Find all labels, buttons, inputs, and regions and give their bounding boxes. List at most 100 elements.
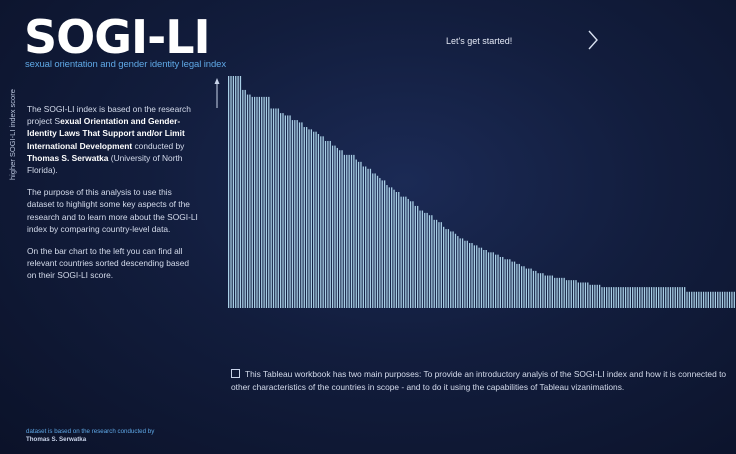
country-bar[interactable]	[603, 287, 605, 308]
country-bar[interactable]	[726, 291, 728, 308]
country-bar[interactable]	[525, 268, 528, 308]
country-bar[interactable]	[480, 247, 483, 308]
country-bar[interactable]	[606, 287, 608, 308]
country-bar[interactable]	[542, 273, 544, 308]
country-bar[interactable]	[362, 166, 364, 308]
country-bar[interactable]	[516, 263, 518, 308]
country-bar[interactable]	[556, 277, 558, 308]
country-bar[interactable]	[688, 291, 691, 308]
country-bar[interactable]	[298, 122, 301, 308]
country-bar[interactable]	[601, 287, 603, 308]
country-bar[interactable]	[282, 113, 284, 308]
country-bar[interactable]	[303, 127, 305, 308]
country-bar[interactable]	[329, 140, 331, 308]
country-bar[interactable]	[672, 287, 674, 308]
country-bar[interactable]	[414, 205, 416, 308]
country-bar[interactable]	[615, 287, 617, 308]
country-bar[interactable]	[289, 115, 291, 308]
country-bar[interactable]	[265, 96, 268, 308]
country-bar[interactable]	[570, 280, 572, 308]
country-bar[interactable]	[424, 212, 426, 308]
country-bar[interactable]	[702, 291, 705, 308]
country-bar[interactable]	[610, 287, 613, 308]
country-bar[interactable]	[355, 159, 357, 308]
country-bar[interactable]	[336, 147, 338, 308]
country-bar[interactable]	[348, 154, 350, 308]
country-bar[interactable]	[667, 287, 669, 308]
country-bar[interactable]	[230, 76, 232, 308]
country-bar[interactable]	[710, 291, 712, 308]
country-bar[interactable]	[367, 168, 369, 308]
country-bar[interactable]	[613, 287, 615, 308]
country-bar[interactable]	[733, 291, 735, 308]
country-bar[interactable]	[315, 131, 317, 308]
country-bar[interactable]	[372, 173, 374, 308]
country-bar[interactable]	[582, 282, 584, 308]
country-bar[interactable]	[580, 282, 582, 308]
country-bar[interactable]	[450, 231, 452, 308]
country-bar[interactable]	[466, 240, 468, 308]
country-bar[interactable]	[624, 287, 627, 308]
country-bar[interactable]	[433, 219, 435, 308]
country-bar[interactable]	[369, 168, 372, 308]
country-bar[interactable]	[357, 161, 360, 308]
country-bar[interactable]	[402, 196, 405, 308]
country-bar[interactable]	[478, 247, 480, 308]
country-bar[interactable]	[549, 275, 551, 308]
country-bar[interactable]	[407, 198, 409, 308]
country-bar[interactable]	[452, 231, 454, 308]
country-bar[interactable]	[693, 291, 695, 308]
country-bar[interactable]	[459, 238, 461, 308]
country-bar[interactable]	[483, 250, 485, 308]
country-bar[interactable]	[320, 136, 322, 308]
country-bar[interactable]	[253, 96, 256, 308]
country-bar[interactable]	[731, 291, 733, 308]
country-bar[interactable]	[235, 76, 237, 308]
country-bar[interactable]	[629, 287, 631, 308]
country-bar[interactable]	[544, 275, 546, 308]
country-bar[interactable]	[620, 287, 622, 308]
country-bar[interactable]	[639, 287, 641, 308]
country-bar[interactable]	[648, 287, 650, 308]
country-bar[interactable]	[658, 287, 660, 308]
country-bar[interactable]	[239, 76, 242, 308]
country-bar[interactable]	[331, 145, 334, 308]
country-bar[interactable]	[296, 120, 298, 308]
country-bar[interactable]	[634, 287, 636, 308]
country-bar[interactable]	[518, 263, 520, 308]
country-bar[interactable]	[643, 287, 646, 308]
country-bar[interactable]	[502, 256, 504, 308]
country-bar[interactable]	[622, 287, 624, 308]
country-bar[interactable]	[558, 277, 561, 308]
country-bar[interactable]	[554, 277, 556, 308]
country-bar[interactable]	[707, 291, 709, 308]
country-bar[interactable]	[499, 256, 502, 308]
country-bar[interactable]	[386, 185, 388, 308]
country-bar[interactable]	[353, 154, 355, 308]
country-bar[interactable]	[242, 89, 244, 308]
country-bar[interactable]	[445, 229, 447, 308]
country-bar[interactable]	[504, 259, 506, 308]
country-bar[interactable]	[426, 212, 428, 308]
country-bar[interactable]	[249, 94, 251, 308]
country-bar[interactable]	[417, 205, 419, 308]
country-bar[interactable]	[447, 229, 450, 308]
country-bar[interactable]	[379, 178, 381, 308]
get-started-label[interactable]: Let's get started!	[446, 36, 513, 46]
country-bar[interactable]	[395, 192, 398, 308]
country-bar[interactable]	[674, 287, 676, 308]
country-bar[interactable]	[343, 154, 346, 308]
country-bar[interactable]	[568, 280, 570, 308]
country-bar[interactable]	[232, 76, 235, 308]
country-bar[interactable]	[272, 108, 275, 308]
country-bar[interactable]	[589, 284, 591, 308]
country-bar[interactable]	[584, 282, 587, 308]
country-bar[interactable]	[476, 245, 478, 308]
next-button[interactable]	[584, 28, 602, 52]
country-bar[interactable]	[572, 280, 575, 308]
country-bar[interactable]	[400, 196, 402, 308]
country-bar[interactable]	[563, 277, 565, 308]
country-bar[interactable]	[511, 261, 513, 308]
country-bar[interactable]	[591, 284, 594, 308]
country-bar[interactable]	[287, 115, 289, 308]
